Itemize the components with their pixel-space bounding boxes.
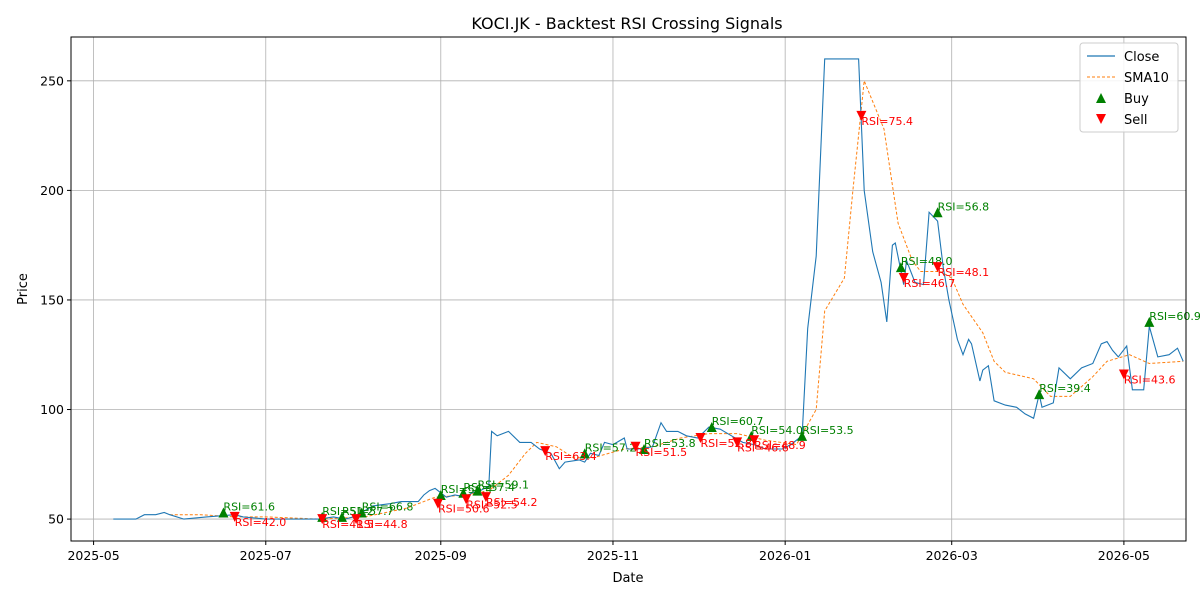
x-tick-label: 2026-05	[1098, 548, 1150, 563]
x-tick-label: 2025-07	[240, 548, 292, 563]
sell-rsi-label: RSI=43.6	[1124, 373, 1176, 386]
sell-marker	[317, 514, 328, 525]
legend-sma-label: SMA10	[1124, 71, 1169, 86]
buy-marker	[1144, 316, 1155, 327]
buy-marker	[435, 489, 446, 500]
sell-rsi-label: RSI=51.5	[636, 446, 688, 459]
y-tick-label: 100	[40, 402, 64, 417]
x-axis-label: Date	[612, 571, 643, 586]
sell-rsi-label: RSI=46.6	[737, 441, 789, 454]
buy-rsi-label: RSI=57.2	[585, 441, 637, 454]
buy-marker	[336, 511, 347, 522]
sell-marker	[932, 262, 943, 273]
sell-rsi-label: RSI=44.8	[356, 518, 408, 531]
sma10-line	[169, 80, 1184, 520]
legend-buy-label: Buy	[1124, 92, 1149, 107]
buy-marker	[932, 207, 943, 218]
grid-lines	[71, 37, 1186, 541]
legend-box	[1079, 42, 1179, 133]
sell-marker	[461, 494, 472, 505]
buy-rsi-label: RSI=53.5	[802, 424, 854, 437]
sell-rsi-label: RSI=50.6	[438, 503, 490, 516]
buy-rsi-label: RSI=53.8	[644, 437, 696, 450]
buy-rsi-label: RSI=54.0	[751, 424, 803, 437]
sell-rsi-label: RSI=52.5	[466, 498, 518, 511]
x-tick-label: 2026-03	[926, 548, 978, 563]
sell-marker	[432, 498, 443, 509]
sell-rsi-label: RSI=48.9	[754, 439, 806, 452]
sell-marker	[695, 433, 706, 444]
sell-marker	[856, 110, 867, 121]
buy-marker	[639, 443, 650, 454]
chart-title: KOCI.JK - Backtest RSI Crossing Signals	[471, 14, 782, 33]
buy-marker	[579, 448, 590, 459]
sell-marker	[480, 492, 491, 503]
axes-frame	[70, 36, 1187, 542]
x-axis: 2025-05 2025-07 2025-09 2025-11 2026-01 2026-…	[67, 541, 1150, 563]
buy-rsi-label: RSI=56.8	[938, 200, 990, 213]
buy-marker	[1034, 389, 1045, 400]
buy-rsi-label: RSI=39.4	[1039, 382, 1091, 395]
legend-sell-label: Sell	[1124, 113, 1147, 128]
sell-marker	[732, 437, 743, 448]
legend-buy-marker	[1096, 93, 1106, 103]
buy-rsi-label: RSI=59.1	[477, 479, 529, 492]
buy-marker	[706, 422, 717, 433]
buy-rsi-label: RSI=60.9	[1149, 310, 1200, 323]
x-tick-label: 2025-11	[587, 548, 639, 563]
buy-rsi-label: RSI=66.8	[362, 501, 414, 514]
legend-close-label: Close	[1124, 50, 1159, 65]
sell-marker	[229, 511, 240, 522]
sell-marker	[630, 441, 641, 452]
y-axis: 50 100 150 200 250	[40, 73, 71, 527]
buy-rsi-label: RSI=61.6	[223, 501, 275, 514]
sell-rsi-label: RSI=63.4	[545, 450, 597, 463]
buy-marker	[218, 507, 229, 518]
y-tick-label: 200	[40, 183, 64, 198]
sell-rsi-label: RSI=46.7	[904, 277, 956, 290]
y-tick-label: 50	[48, 512, 64, 527]
y-tick-label: 150	[40, 292, 64, 307]
buy-marker	[797, 430, 808, 441]
sell-marker	[540, 446, 551, 457]
sell-marker	[351, 514, 362, 525]
buy-marker	[895, 262, 906, 273]
buy-rsi-label: RSI=60.7	[712, 415, 764, 428]
sell-rsi-label: RSI=54.2	[486, 496, 538, 509]
sell-rsi-label: RSI=42.0	[235, 516, 287, 529]
sell-marker	[749, 435, 760, 446]
legend-sell-marker	[1096, 114, 1106, 124]
x-tick-label: 2025-09	[415, 548, 467, 563]
sell-marker	[898, 273, 909, 284]
buy-marker	[472, 485, 483, 496]
legend: Close SMA10 Buy Sell	[1079, 42, 1179, 133]
x-tick-label: 2026-01	[759, 548, 811, 563]
sell-rsi-label: RSI=75.4	[861, 115, 913, 128]
sell-marker	[1118, 369, 1129, 380]
y-axis-label: Price	[16, 273, 31, 305]
sell-rsi-label: RSI=41.5	[322, 518, 374, 531]
x-tick-label: 2025-05	[67, 548, 119, 563]
close-price-line	[113, 58, 1184, 520]
y-tick-label: 250	[40, 73, 64, 88]
sell-rsi-label: RSI=48.1	[938, 266, 990, 279]
plot-area: RSI=61.6 RSI=51.2RSI=57.7RSI=66.8RSI=56.4…	[113, 58, 1200, 531]
